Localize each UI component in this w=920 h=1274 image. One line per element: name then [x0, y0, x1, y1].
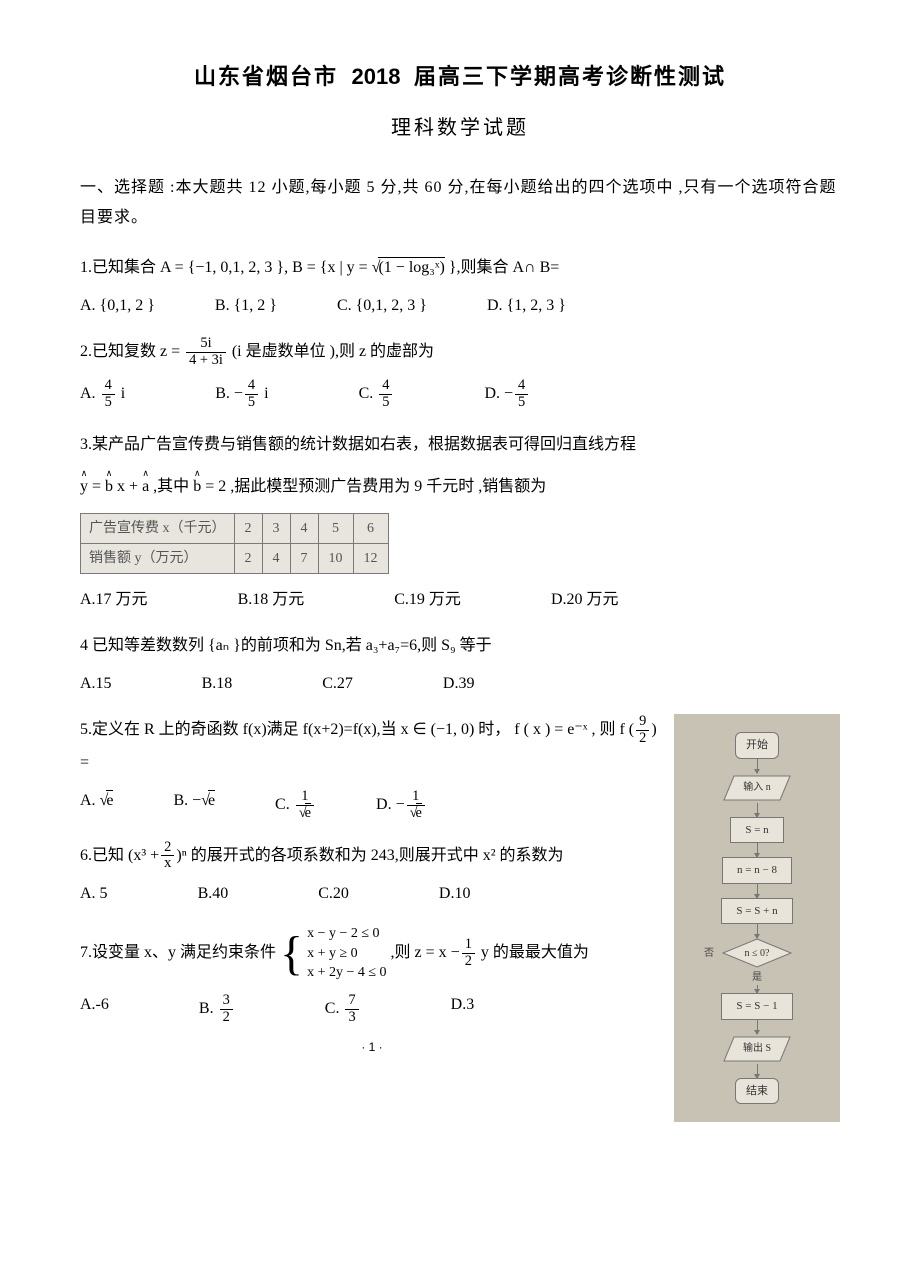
question-4: 4 已知等差数数列 {aₙ }的前项和为 Sn,若 a₃+a₇=6,则 S₉ 等… [80, 630, 840, 696]
q1-choice-c: C. {0,1, 2, 3 } [337, 294, 427, 318]
q4-choice-d: D.39 [443, 672, 475, 696]
q3-choice-b: B.18 万元 [238, 588, 305, 612]
q3-choice-a: A.17 万元 [80, 588, 148, 612]
section-instruction: 一、选择题 :本大题共 12 小题,每小题 5 分,共 60 分,在每小题给出的… [80, 173, 840, 234]
q6-choice-b: B.40 [198, 882, 229, 906]
q5-choice-d: D. −1√e [376, 789, 427, 822]
q6-choice-d: D.10 [439, 882, 471, 906]
q6-choice-c: C.20 [318, 882, 349, 906]
fc-start: 开始 [735, 732, 779, 759]
q4-choice-b: B.18 [202, 672, 233, 696]
q7-choice-a: A.-6 [80, 993, 109, 1026]
fc-s-minus: S = S − 1 [721, 993, 792, 1020]
q7-choice-b: B. 32 [199, 993, 235, 1026]
fc-output: 输出 S [722, 1034, 792, 1064]
question-2: 2.已知复数 z = 5i4 + 3i (i 是虚数单位 ),则 z 的虚部为 … [80, 336, 840, 411]
q6-choice-a: A. 5 [80, 882, 108, 906]
question-7: 7.设变量 x、y 满足约束条件 { x − y − 2 ≤ 0 x + y ≥… [80, 924, 664, 1055]
fc-end: 结束 [735, 1078, 779, 1105]
fc-s-step: S = S + n [721, 898, 792, 925]
question-1: 1.已知集合 A = {−1, 0,1, 2, 3 }, B = {x | y … [80, 252, 840, 318]
page-title: 山东省烟台市 2018 届高三下学期高考诊断性测试 [80, 60, 840, 93]
q2-choice-b: B. −45 i [215, 378, 268, 411]
q2-choice-c: C. 45 [359, 378, 395, 411]
q5-choice-b: B. −√e [173, 789, 215, 822]
q3-choice-c: C.19 万元 [394, 588, 461, 612]
q2-choice-d: D. −45 [484, 378, 530, 411]
q5-choice-a: A. √e [80, 789, 113, 822]
q4-choice-a: A.15 [80, 672, 112, 696]
page-number: · 1 · [80, 1038, 664, 1056]
q7-choice-d: D.3 [451, 993, 475, 1026]
q7-choice-c: C. 73 [325, 993, 361, 1026]
fc-input: 输入 n [722, 773, 792, 803]
question-6: 6.已知 (x³ +2x)ⁿ 的展开式的各项系数和为 243,则展开式中 x² … [80, 840, 664, 907]
subtitle: 理科数学试题 [80, 113, 840, 143]
question-3: 3.某产品广告宣传费与销售额的统计数据如右表，根据数据表可得回归直线方程 y =… [80, 429, 840, 612]
fc-decision: n ≤ 0? [722, 938, 792, 968]
q1-choice-a: A. {0,1, 2 } [80, 294, 155, 318]
q1-choice-d: D. {1, 2, 3 } [487, 294, 566, 318]
q3-table: 广告宣传费 x（千元） 2 3 4 5 6 销售额 y（万元） 2 4 7 10… [80, 513, 389, 574]
q4-choice-c: C.27 [322, 672, 353, 696]
fc-n-step: n = n − 8 [722, 857, 792, 884]
q1-choice-b: B. {1, 2 } [215, 294, 277, 318]
q3-choice-d: D.20 万元 [551, 588, 619, 612]
question-5: 5.定义在 R 上的奇函数 f(x)满足 f(x+2)=f(x),当 x ∈ (… [80, 714, 664, 821]
q2-choice-a: A. 45 i [80, 378, 125, 411]
flowchart: 开始 输入 n S = n n = n − 8 S = S + n 否 n ≤ … [674, 714, 840, 1122]
q5-choice-c: C. 1√e [275, 789, 316, 822]
fc-s-init: S = n [730, 817, 783, 844]
